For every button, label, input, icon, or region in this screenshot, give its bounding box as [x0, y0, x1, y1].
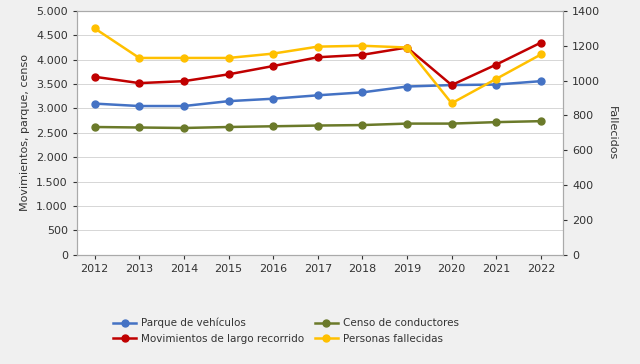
Censo de conductores — [448, 122, 456, 126]
Movimientos de largo recorrido — [180, 79, 188, 83]
Censo de conductores — [537, 119, 545, 123]
Parque de vehículos — [314, 93, 322, 98]
Movimientos de largo recorrido — [537, 40, 545, 45]
Censo de conductores — [225, 125, 232, 129]
Censo de conductores — [180, 126, 188, 130]
Personas fallecidas — [136, 56, 143, 60]
Line: Censo de conductores: Censo de conductores — [91, 118, 545, 131]
Movimientos de largo recorrido — [136, 81, 143, 85]
Y-axis label: Movimientos, parque, censo: Movimientos, parque, censo — [20, 54, 31, 211]
Legend: Parque de vehículos, Movimientos de largo recorrido, Censo de conductores, Perso: Parque de vehículos, Movimientos de larg… — [109, 314, 463, 348]
Parque de vehículos — [225, 99, 232, 103]
Parque de vehículos — [448, 83, 456, 87]
Parque de vehículos — [180, 104, 188, 108]
Line: Parque de vehículos: Parque de vehículos — [91, 78, 545, 110]
Personas fallecidas — [492, 77, 500, 81]
Personas fallecidas — [314, 44, 322, 49]
Personas fallecidas — [403, 45, 411, 50]
Movimientos de largo recorrido — [91, 75, 99, 79]
Movimientos de largo recorrido — [403, 45, 411, 50]
Censo de conductores — [314, 123, 322, 128]
Movimientos de largo recorrido — [314, 55, 322, 59]
Parque de vehículos — [269, 96, 277, 101]
Movimientos de largo recorrido — [448, 83, 456, 87]
Censo de conductores — [136, 125, 143, 130]
Parque de vehículos — [403, 84, 411, 89]
Personas fallecidas — [358, 44, 366, 48]
Movimientos de largo recorrido — [492, 62, 500, 67]
Parque de vehículos — [358, 90, 366, 95]
Censo de conductores — [269, 124, 277, 128]
Line: Personas fallecidas: Personas fallecidas — [91, 25, 545, 107]
Personas fallecidas — [537, 52, 545, 57]
Censo de conductores — [358, 123, 366, 127]
Personas fallecidas — [91, 26, 99, 31]
Censo de conductores — [91, 125, 99, 129]
Censo de conductores — [403, 122, 411, 126]
Parque de vehículos — [136, 104, 143, 108]
Personas fallecidas — [180, 56, 188, 60]
Censo de conductores — [492, 120, 500, 124]
Parque de vehículos — [492, 82, 500, 87]
Personas fallecidas — [225, 56, 232, 60]
Movimientos de largo recorrido — [269, 64, 277, 68]
Parque de vehículos — [91, 102, 99, 106]
Parque de vehículos — [537, 79, 545, 83]
Movimientos de largo recorrido — [358, 53, 366, 57]
Personas fallecidas — [448, 101, 456, 106]
Line: Movimientos de largo recorrido: Movimientos de largo recorrido — [91, 39, 545, 88]
Personas fallecidas — [269, 51, 277, 56]
Y-axis label: Fallecidos: Fallecidos — [607, 106, 617, 160]
Movimientos de largo recorrido — [225, 72, 232, 76]
